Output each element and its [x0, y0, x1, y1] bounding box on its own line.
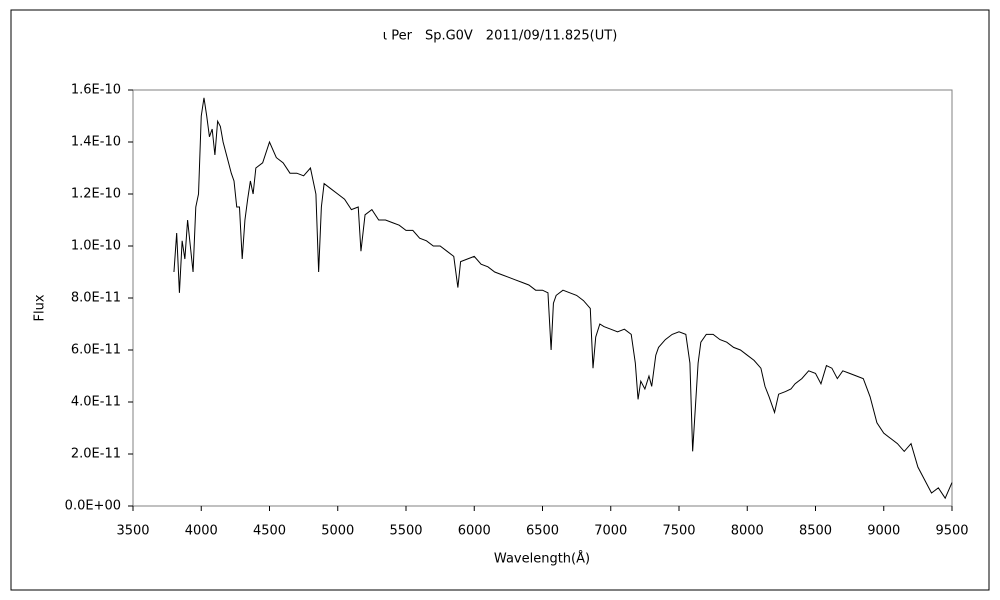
chart-frame [10, 9, 990, 591]
y-tick-label: 1.4E-10 [71, 135, 121, 150]
x-axis-label: Wavelength(Å) [494, 551, 590, 567]
x-tick-label: 9500 [935, 524, 968, 539]
x-tick-label: 5000 [321, 524, 354, 539]
x-tick-label: 6500 [526, 524, 559, 539]
y-tick-label: 8.0E-11 [71, 291, 121, 306]
x-tick-label: 7500 [662, 524, 695, 539]
x-tick-label: 3500 [116, 524, 149, 539]
y-tick-label: 2.0E-11 [71, 447, 121, 462]
spectrum-line [173, 97, 953, 500]
y-tick-label: 1.2E-10 [71, 187, 121, 202]
x-tick-label: 6000 [458, 524, 491, 539]
x-tick-label: 5500 [389, 524, 422, 539]
x-tick-label: 9000 [867, 524, 900, 539]
x-tick-label: 4000 [185, 524, 218, 539]
y-tick-label: 4.0E-11 [71, 395, 121, 410]
x-tick-label: 8500 [799, 524, 832, 539]
y-tick-label: 1.0E-10 [71, 239, 121, 254]
y-axis-label: Flux [33, 294, 48, 321]
y-tick-label: 0.0E+00 [65, 499, 121, 514]
chart-title: ι Per Sp.G0V 2011/09/11.825(UT) [383, 29, 618, 44]
x-tick-label: 4500 [253, 524, 286, 539]
y-tick-label: 1.6E-10 [71, 83, 121, 98]
x-tick-label: 8000 [731, 524, 764, 539]
x-tick-label: 7000 [594, 524, 627, 539]
plot-area [132, 89, 953, 507]
y-tick-label: 6.0E-11 [71, 343, 121, 358]
